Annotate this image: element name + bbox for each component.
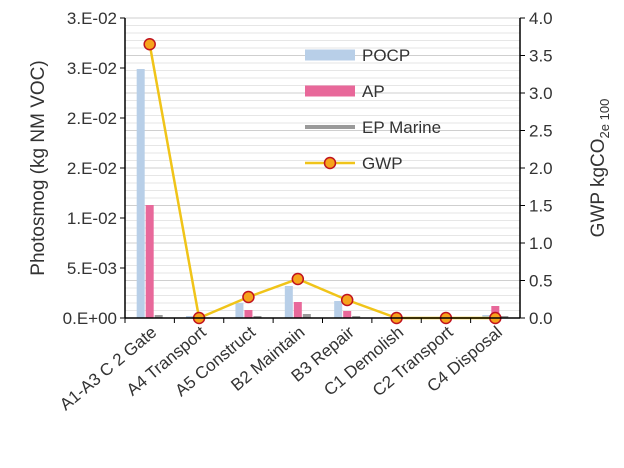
bar-ep-marine [253,316,262,318]
right-tick-label: 0.0 [529,309,553,328]
right-tick-label: 4.0 [529,9,553,28]
right-tick-label: 1.5 [529,197,553,216]
right-tick-label: 3.5 [529,47,553,66]
bar-pocp [482,315,491,318]
left-tick-label: 3.E-02 [67,9,117,28]
bar-pocp [334,301,343,318]
axis-layer: 0.E+00 5.E-03 1.E-02 2.E-02 2.E-02 3.E-02 3.E-… [28,9,612,414]
right-tick-label: 0.5 [529,272,553,291]
legend-label-ap: AP [362,82,385,101]
left-tick-label: 2.E-02 [67,109,117,128]
legend-label-pocp: POCP [362,46,410,65]
bar-pocp [136,69,145,318]
legend-marker-gwp [323,156,337,170]
bar-ap [343,311,352,318]
bar-ap [293,302,302,318]
right-tick-label: 2.0 [529,159,553,178]
right-tick-label: 2.5 [529,122,553,141]
legend-swatch-pocp [305,49,355,61]
gwp-point [340,293,354,307]
gwp-point [143,38,156,51]
bar-ap [244,310,253,318]
left-tick-label: 3.E-02 [67,59,117,78]
legend-swatch-ep-marine [305,125,355,129]
left-tick-label: 5.E-03 [67,259,117,278]
legend-swatch-ap [305,85,355,97]
gwp-point [291,272,305,286]
bar-ep-marine [500,316,509,318]
gwp-point [242,290,255,304]
legend-layer: POCP AP EP Marine GWP [305,46,441,173]
left-tick-label: 1.E-02 [67,209,117,228]
right-axis-title-main: GWP kgCO [588,138,609,237]
legend-label-ep-marine: EP Marine [362,118,441,137]
left-tick-label: 2.E-02 [67,159,117,178]
bar-ap [145,205,154,318]
right-axis-title: GWP kgCO2e 100 [588,99,612,238]
bar-pocp [186,316,195,318]
bar-ep-marine [302,314,311,318]
legend-label-gwp: GWP [362,154,403,173]
left-axis-title: Photosmog (kg NM VOC) [28,60,49,275]
right-tick-label: 3.0 [529,84,553,103]
left-tick-label: 0.E+00 [63,309,117,328]
bar-ep-marine [352,316,361,318]
bar-pocp [235,303,244,318]
right-tick-label: 1.0 [529,234,553,253]
grid-layer [125,17,520,319]
bar-ep-marine [154,315,163,318]
right-axis-title-subscript: 2e 100 [597,99,612,139]
bar-pocp [284,286,293,318]
